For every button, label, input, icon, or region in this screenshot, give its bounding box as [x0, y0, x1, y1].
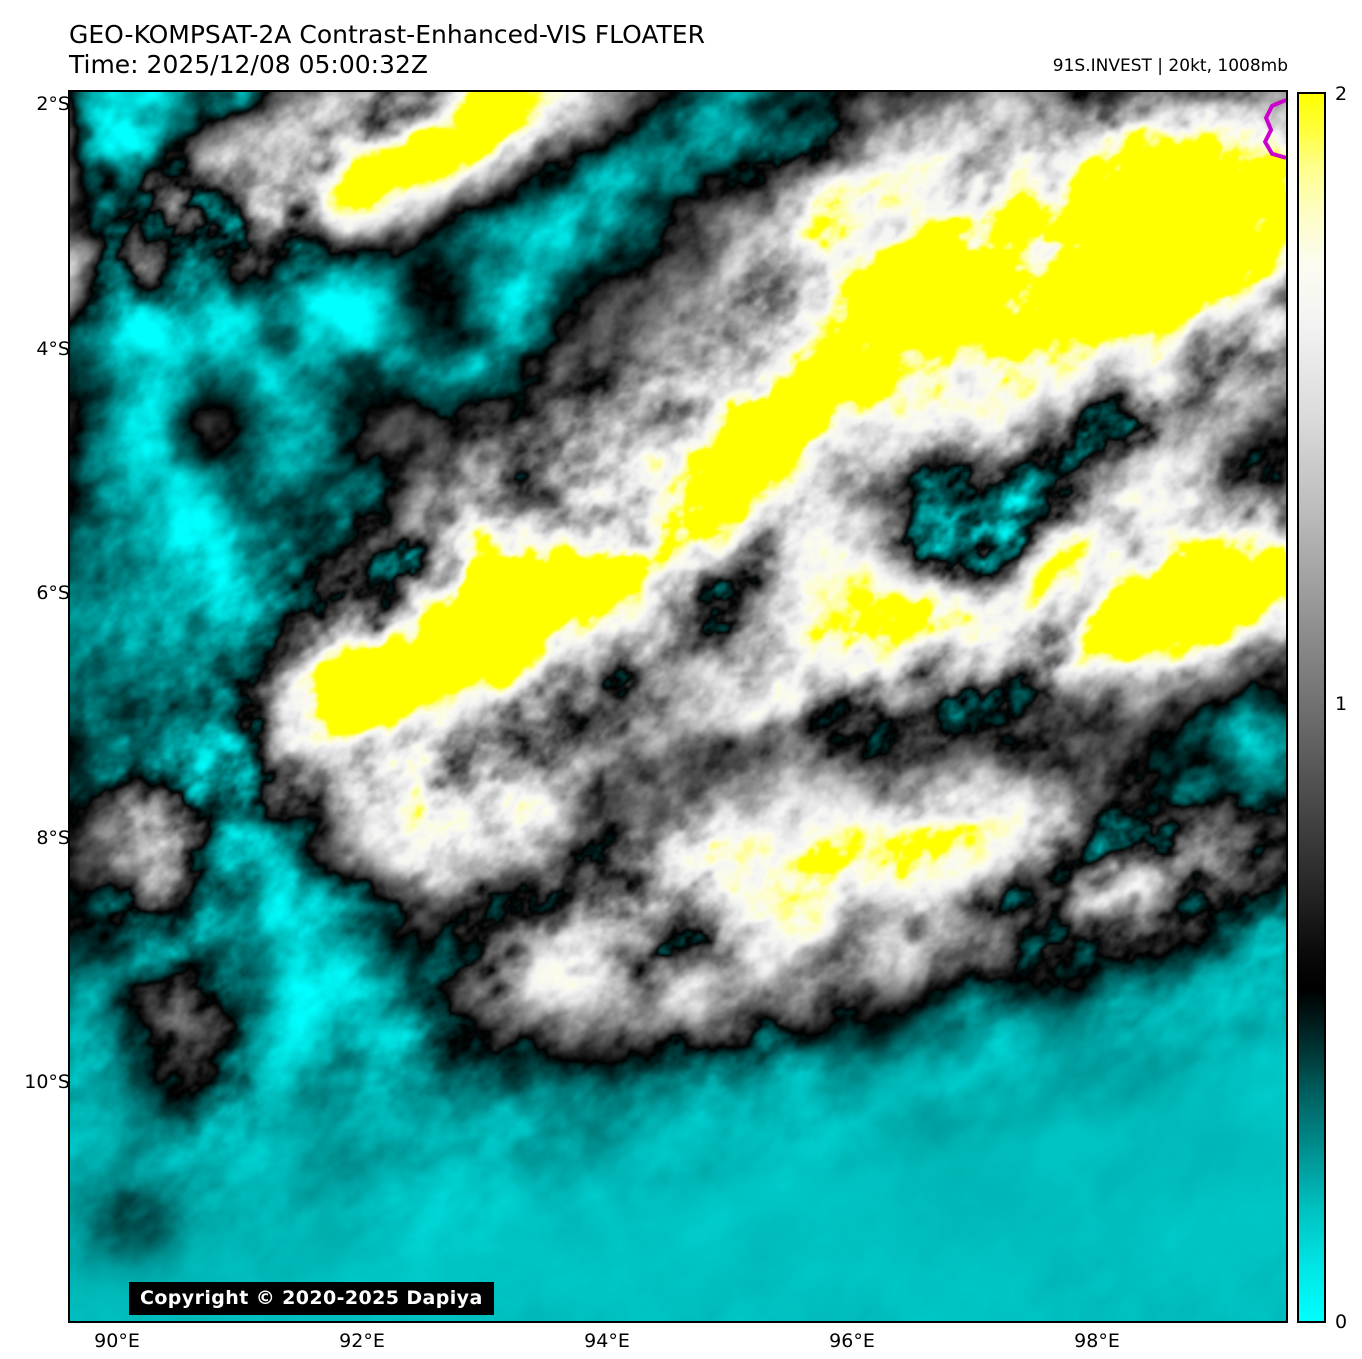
- storm-info-label: 91S.INVEST | 20kt, 1008mb: [1052, 56, 1288, 76]
- colorbar-container[interactable]: 2 1 0: [1297, 83, 1347, 1333]
- colorbar-tick-min: 0: [1335, 1311, 1348, 1333]
- x-tick-label-1: 92°E: [339, 1330, 385, 1352]
- satellite-image-plot[interactable]: Copyright © 2020-2025 Dapiya: [68, 90, 1288, 1323]
- y-tick-label-0: 2°S: [36, 93, 70, 115]
- copyright-banner: Copyright © 2020-2025 Dapiya: [129, 1282, 494, 1315]
- x-tick-label-4: 98°E: [1074, 1330, 1120, 1352]
- colorbar-tick-mid: 1: [1335, 693, 1348, 715]
- page-title: GEO-KOMPSAT-2A Contrast-Enhanced-VIS FLO…: [69, 20, 705, 49]
- y-tick-label-3: 8°S: [36, 827, 70, 849]
- satellite-imagery-canvas: [70, 92, 1286, 1321]
- colorbar-tick-max: 2: [1335, 83, 1348, 105]
- header: GEO-KOMPSAT-2A Contrast-Enhanced-VIS FLO…: [0, 0, 1362, 90]
- y-tick-label-2: 6°S: [36, 582, 70, 604]
- timestamp-label: Time: 2025/12/08 05:00:32Z: [69, 50, 428, 79]
- title-block: GEO-KOMPSAT-2A Contrast-Enhanced-VIS FLO…: [69, 20, 705, 80]
- x-tick-label-2: 94°E: [584, 1330, 630, 1352]
- colorbar-gradient: [1297, 92, 1326, 1323]
- x-tick-label-3: 96°E: [829, 1330, 875, 1352]
- x-tick-label-0: 90°E: [94, 1330, 140, 1352]
- y-tick-label-1: 4°S: [36, 338, 70, 360]
- y-tick-label-4: 10°S: [24, 1071, 70, 1093]
